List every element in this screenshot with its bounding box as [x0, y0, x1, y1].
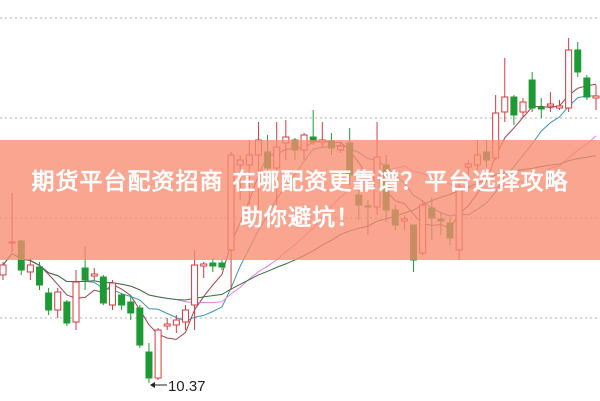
candle-body	[35, 266, 43, 286]
candle-up	[565, 38, 573, 112]
candle-down	[218, 260, 226, 270]
candle-body	[191, 264, 199, 306]
candle-body	[501, 96, 509, 113]
candle-up	[172, 315, 180, 333]
candle-body	[519, 101, 527, 113]
candle-down	[136, 305, 144, 348]
candle-up	[181, 305, 189, 330]
candle-up	[0, 262, 7, 280]
candle-up	[200, 262, 208, 278]
candle-body	[583, 77, 591, 98]
candle-body	[528, 79, 536, 109]
candle-body	[54, 291, 62, 311]
candle-body	[45, 292, 53, 311]
candle-body	[510, 96, 518, 116]
candle-up	[72, 270, 80, 330]
candle-up	[519, 98, 527, 118]
candle-body	[154, 329, 162, 379]
candle-down	[209, 258, 217, 272]
candle-body	[209, 262, 217, 267]
candle-body	[181, 309, 189, 323]
candle-body	[118, 294, 126, 306]
candle-up	[501, 58, 509, 122]
candle-body	[537, 106, 545, 110]
candle-body	[0, 264, 7, 276]
candle-body	[163, 323, 171, 327]
candle-body	[592, 95, 600, 99]
low-price-label: 10.37	[168, 378, 206, 395]
candle-up	[54, 288, 62, 318]
candle-body	[108, 282, 116, 306]
banner-line-1: 期货平台配资招商 在哪配资更靠谱？平台选择攻略	[31, 169, 569, 195]
candle-down	[99, 275, 107, 305]
candle-up	[108, 280, 116, 310]
candle-down	[145, 343, 153, 383]
candle-body	[172, 319, 180, 326]
candle-body	[90, 273, 98, 277]
candle-body	[99, 276, 107, 304]
candle-down	[35, 262, 43, 290]
candle-down	[510, 95, 518, 125]
candle-up	[556, 100, 564, 110]
candle-down	[537, 98, 545, 118]
banner-line-2: 助你避坑！	[240, 205, 360, 231]
candle-body	[72, 281, 80, 323]
candle-body	[574, 49, 582, 73]
low-arrow-head	[149, 382, 155, 388]
promo-banner: 期货平台配资招商 在哪配资更靠谱？平台选择攻略 助你避坑！	[0, 140, 600, 260]
candle-down	[63, 300, 71, 326]
candle-up	[546, 92, 554, 112]
candle-body	[145, 351, 153, 379]
candle-up	[154, 328, 162, 380]
candle-body	[218, 262, 226, 268]
candle-down	[528, 72, 536, 112]
candle-down	[574, 42, 582, 77]
candle-down	[45, 288, 53, 315]
candle-body	[81, 267, 89, 281]
candle-body	[200, 263, 208, 267]
candle-up	[592, 85, 600, 110]
candle-body	[136, 307, 144, 346]
candle-body	[556, 105, 564, 109]
candle-body	[546, 103, 554, 107]
candle-down	[118, 293, 126, 310]
candle-up	[90, 268, 98, 280]
candle-body	[565, 49, 573, 109]
candle-down	[583, 75, 591, 100]
candle-body	[63, 301, 71, 324]
candle-down	[127, 295, 135, 320]
candle-body	[127, 301, 135, 314]
candle-up	[163, 318, 171, 330]
candle-body	[26, 264, 34, 273]
